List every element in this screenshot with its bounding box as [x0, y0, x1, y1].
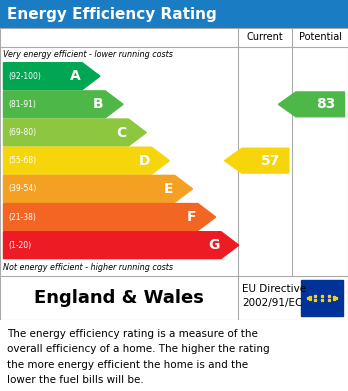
Text: EU Directive
2002/91/EC: EU Directive 2002/91/EC — [242, 284, 306, 308]
Polygon shape — [3, 119, 146, 146]
Polygon shape — [3, 232, 239, 258]
Bar — [301, 280, 343, 316]
Text: Energy Efficiency Rating: Energy Efficiency Rating — [7, 7, 217, 22]
Text: (81-91): (81-91) — [9, 100, 37, 109]
Text: C: C — [117, 126, 127, 140]
Polygon shape — [3, 91, 123, 118]
Text: D: D — [139, 154, 150, 168]
Polygon shape — [3, 147, 169, 174]
Text: B: B — [93, 97, 104, 111]
Text: Current: Current — [247, 32, 284, 42]
Text: (69-80): (69-80) — [9, 128, 37, 137]
Text: (39-54): (39-54) — [9, 184, 37, 193]
Text: 83: 83 — [316, 97, 335, 111]
Text: (21-38): (21-38) — [9, 213, 37, 222]
Text: G: G — [208, 238, 219, 252]
Text: The energy efficiency rating is a measure of the: The energy efficiency rating is a measur… — [7, 328, 258, 339]
Text: Potential: Potential — [299, 32, 342, 42]
Polygon shape — [3, 204, 216, 230]
Text: overall efficiency of a home. The higher the rating: overall efficiency of a home. The higher… — [7, 344, 270, 354]
Text: (92-100): (92-100) — [9, 72, 41, 81]
Polygon shape — [3, 63, 100, 90]
Text: (1-20): (1-20) — [9, 241, 32, 250]
Polygon shape — [278, 92, 345, 117]
Text: (55-68): (55-68) — [9, 156, 37, 165]
Text: England & Wales: England & Wales — [34, 289, 204, 307]
Text: 57: 57 — [261, 154, 280, 168]
Text: Not energy efficient - higher running costs: Not energy efficient - higher running co… — [3, 264, 174, 273]
Text: A: A — [70, 69, 80, 83]
Text: the more energy efficient the home is and the: the more energy efficient the home is an… — [7, 360, 248, 370]
Polygon shape — [3, 176, 192, 202]
Polygon shape — [224, 148, 289, 173]
Text: E: E — [164, 182, 173, 196]
Text: lower the fuel bills will be.: lower the fuel bills will be. — [7, 375, 144, 386]
Text: Very energy efficient - lower running costs: Very energy efficient - lower running co… — [3, 50, 173, 59]
Text: F: F — [187, 210, 196, 224]
